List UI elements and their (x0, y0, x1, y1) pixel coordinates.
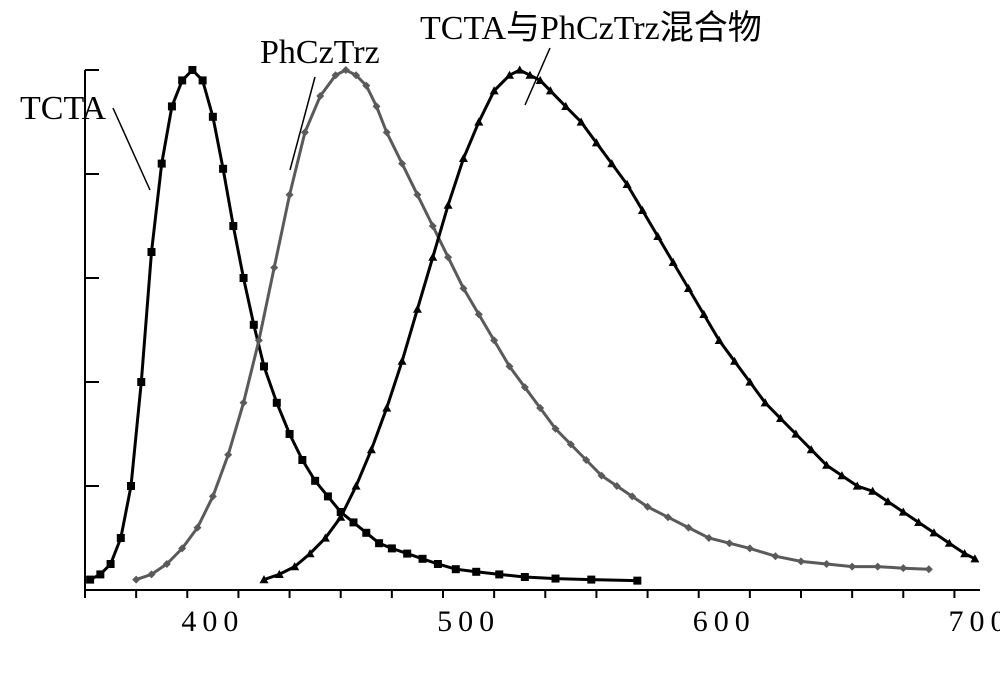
marker-square (209, 113, 217, 121)
marker-square (403, 550, 411, 558)
series-label-mixture: TCTA与PhCzTrz混合物 (420, 12, 762, 46)
series-line-s3 (264, 70, 975, 580)
marker-square (324, 492, 332, 500)
marker-triangle (444, 201, 453, 209)
marker-square (587, 576, 595, 584)
marker-square (452, 565, 460, 573)
marker-square (298, 456, 306, 464)
marker-square (250, 321, 258, 329)
marker-diamond (725, 539, 733, 547)
marker-square (107, 560, 115, 568)
marker-square (472, 568, 480, 576)
marker-square (96, 570, 104, 578)
x-tick-label: 600 (693, 605, 756, 638)
marker-diamond (797, 557, 805, 565)
marker-square (168, 102, 176, 110)
marker-square (219, 165, 227, 173)
marker-diamond (925, 565, 933, 573)
label-leader-s2 (290, 77, 315, 170)
marker-square (178, 76, 186, 84)
marker-square (375, 539, 383, 547)
marker-diamond (874, 563, 882, 571)
marker-square (127, 482, 135, 490)
marker-triangle (398, 357, 407, 365)
marker-square (350, 518, 358, 526)
marker-triangle (352, 482, 361, 490)
marker-square (147, 248, 155, 256)
marker-square (117, 534, 125, 542)
marker-triangle (382, 404, 391, 412)
marker-square (137, 378, 145, 386)
marker-diamond (823, 560, 831, 568)
marker-square (495, 570, 503, 578)
x-tick-label: 500 (437, 605, 500, 638)
marker-triangle (413, 305, 422, 313)
marker-diamond (848, 563, 856, 571)
marker-diamond (746, 544, 754, 552)
marker-triangle (459, 154, 468, 162)
marker-square (158, 160, 166, 168)
marker-square (86, 576, 94, 584)
x-tick-label: 400 (181, 605, 244, 638)
marker-square (311, 477, 319, 485)
marker-square (633, 577, 641, 585)
series-line-s1 (90, 70, 637, 581)
marker-diamond (270, 264, 278, 272)
marker-square (273, 399, 281, 407)
marker-diamond (286, 191, 294, 199)
label-leader-s1 (113, 108, 150, 190)
marker-square (521, 573, 529, 581)
marker-diamond (132, 576, 140, 584)
marker-square (362, 529, 370, 537)
marker-square (229, 222, 237, 230)
marker-square (240, 274, 248, 282)
marker-square (434, 560, 442, 568)
marker-triangle (515, 66, 524, 74)
marker-square (199, 76, 207, 84)
marker-square (552, 575, 560, 583)
marker-diamond (301, 128, 309, 136)
marker-square (286, 430, 294, 438)
series-label-tcta: TCTA (20, 92, 106, 126)
marker-triangle (367, 445, 376, 453)
marker-square (419, 555, 427, 563)
x-tick-label: 700 (949, 605, 1000, 638)
marker-square (388, 544, 396, 552)
marker-square (260, 362, 268, 370)
marker-diamond (771, 552, 779, 560)
marker-square (188, 66, 196, 74)
marker-diamond (899, 564, 907, 572)
marker-triangle (428, 253, 437, 261)
series-markers-s1 (86, 66, 641, 585)
marker-diamond (240, 399, 248, 407)
series-label-phcztrz: PhCzTrz (260, 36, 380, 70)
series-markers-s3 (260, 66, 980, 584)
marker-diamond (224, 451, 232, 459)
